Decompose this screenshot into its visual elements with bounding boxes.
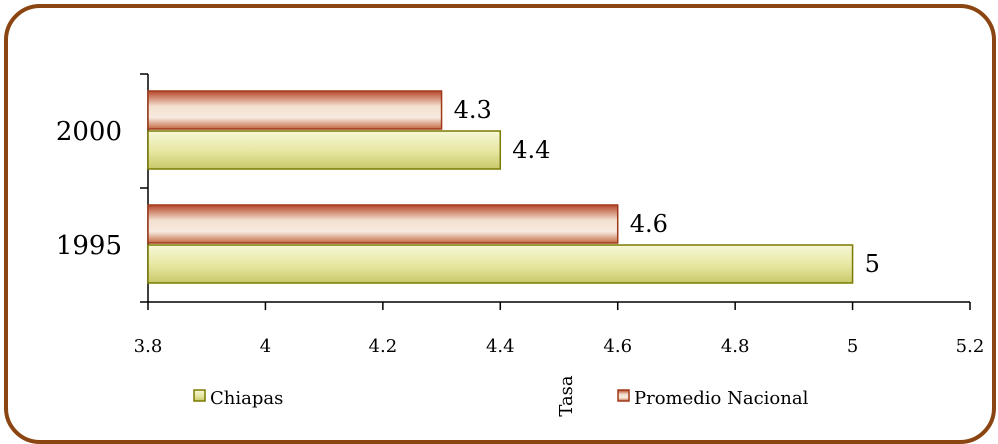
bar-chiapas — [147, 244, 854, 284]
labels: 1995 5 4.6 2000 4.4 4.3 Tasa — [56, 96, 880, 417]
legend-label: Chiapas — [210, 388, 283, 409]
x-tick-label: 4.8 — [721, 336, 750, 357]
legend-swatch — [617, 389, 630, 402]
x-tick-label: 5 — [847, 336, 858, 357]
bar-chiapas — [147, 130, 502, 170]
y-axis-label: Tasa — [556, 375, 577, 417]
data-label: 4.6 — [630, 210, 668, 238]
legend: Chiapas Promedio Nacional — [193, 388, 809, 409]
x-tick-label: 5.2 — [956, 336, 985, 357]
category-label: 1995 — [56, 231, 122, 261]
x-tick-label: 4 — [260, 336, 271, 357]
bar-promedio-nacional — [147, 90, 443, 130]
data-label: 4.4 — [512, 136, 550, 164]
data-label: 4.3 — [454, 96, 492, 124]
x-tick-label: 4.6 — [603, 336, 632, 357]
legend-label: Promedio Nacional — [634, 388, 809, 409]
bars — [147, 90, 854, 284]
x-tick-label: 3.8 — [134, 336, 163, 357]
x-tick-label: 4.4 — [486, 336, 515, 357]
legend-swatch — [193, 389, 206, 402]
data-label: 5 — [865, 250, 880, 278]
x-tick-label: 4.2 — [369, 336, 398, 357]
bar-promedio-nacional — [147, 204, 619, 244]
bar-chart: 3.8 4 4.2 4.4 4.6 4.8 5 5.2 1995 5 4.6 2000 4.4 4.3 T… — [56, 73, 985, 417]
category-label: 2000 — [56, 117, 122, 147]
